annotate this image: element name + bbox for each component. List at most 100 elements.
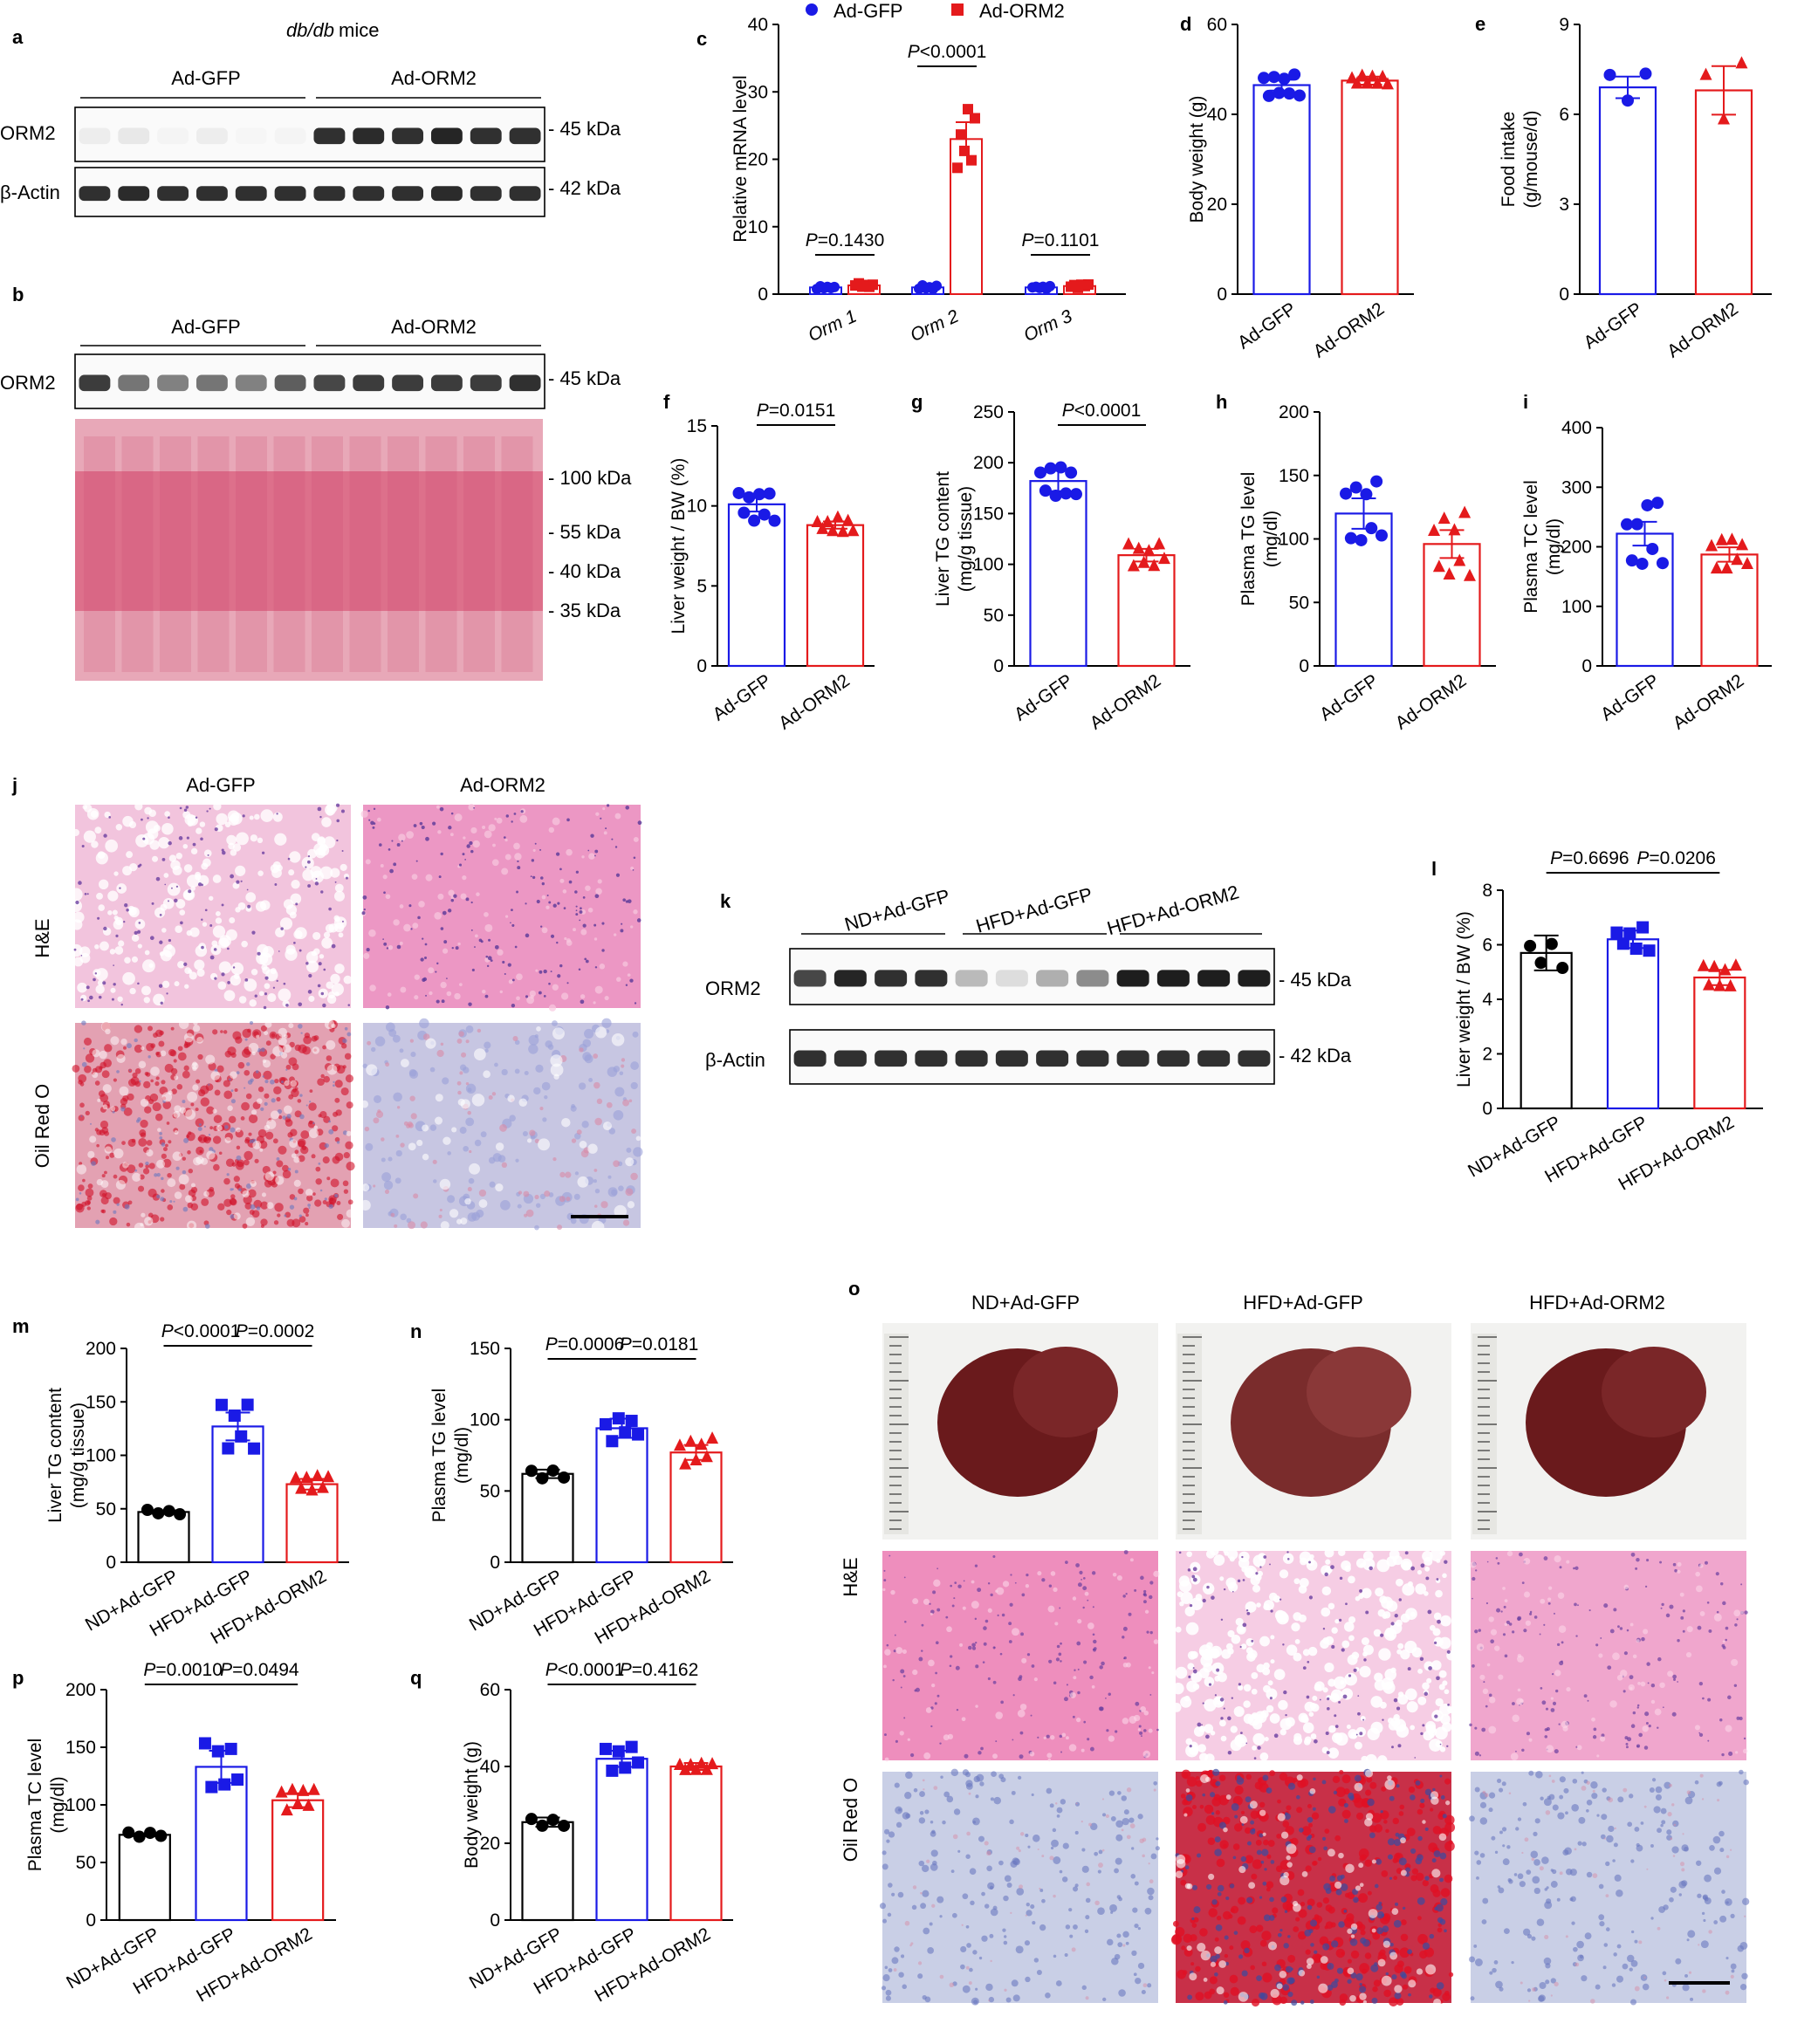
data-point [1713, 978, 1726, 991]
tissue-texture [1300, 2000, 1305, 2005]
tissue-texture [1364, 1818, 1373, 1827]
tissue-texture [197, 882, 202, 887]
tissue-texture [975, 1794, 979, 1799]
tissue-texture [1539, 1866, 1544, 1871]
data-point [1453, 553, 1466, 566]
protein-band [1116, 1050, 1149, 1067]
tissue-texture [923, 1788, 925, 1791]
tissue-texture [208, 1062, 216, 1071]
tissue-texture [261, 1192, 266, 1197]
tissue-texture [1014, 1581, 1017, 1584]
tissue-texture [1629, 1622, 1634, 1627]
tissue-texture [472, 840, 480, 848]
tissue-texture [276, 1096, 281, 1102]
protein-band [274, 186, 306, 202]
tissue-texture [902, 1675, 906, 1677]
tissue-texture [172, 1151, 182, 1162]
tissue-texture [90, 810, 99, 819]
tissue-texture [1020, 1632, 1024, 1636]
tissue-texture [987, 1582, 991, 1585]
ponceau-lane [121, 436, 154, 672]
tissue-texture [461, 1052, 467, 1058]
tissue-texture [969, 1967, 973, 1972]
tissue-texture [1671, 1803, 1675, 1807]
tissue-texture [1598, 1653, 1603, 1658]
tissue-texture [1286, 1855, 1291, 1861]
tissue-texture [1550, 1881, 1558, 1888]
tissue-texture [622, 898, 626, 902]
tissue-texture [207, 854, 209, 856]
tissue-texture [1605, 1861, 1610, 1867]
tissue-texture [257, 1128, 267, 1138]
tissue-texture [113, 919, 124, 930]
tissue-texture [991, 1771, 997, 1778]
tissue-texture [1649, 1787, 1655, 1794]
tissue-texture [1033, 1958, 1039, 1963]
bar [727, 503, 786, 668]
tissue-texture [1204, 1776, 1211, 1782]
tissue-texture [251, 930, 256, 935]
blot-frame [789, 948, 1275, 1005]
tissue-texture [519, 814, 528, 823]
tissue-texture [1586, 1871, 1593, 1878]
tissue-texture [1444, 1689, 1450, 1695]
tissue-texture [1108, 1692, 1111, 1696]
tissue-texture [440, 852, 443, 856]
tissue-texture [1046, 1734, 1050, 1739]
tissue-texture [363, 908, 366, 911]
tissue-texture [1602, 1965, 1607, 1970]
data-point [1371, 76, 1384, 89]
tissue-texture [1436, 1982, 1444, 1990]
tissue-texture [1187, 1568, 1191, 1572]
data-point [625, 1740, 638, 1753]
tissue-texture [912, 1669, 918, 1676]
tissue-texture [141, 1046, 145, 1051]
tissue-texture [1719, 1848, 1725, 1853]
tissue-texture [933, 1579, 941, 1588]
tissue-texture [504, 972, 506, 976]
tissue-texture [144, 1106, 152, 1114]
tissue-texture [1210, 1730, 1216, 1736]
tissue-texture [1258, 1553, 1266, 1561]
tissue-texture [1272, 1907, 1279, 1914]
tissue-texture [321, 817, 332, 827]
tissue-texture [1227, 1629, 1235, 1637]
tissue-texture [1357, 1695, 1360, 1697]
tissue-texture [528, 1044, 539, 1054]
tissue-texture [1427, 1609, 1432, 1615]
tissue-texture [1066, 1684, 1068, 1686]
tissue-texture [328, 1204, 333, 1210]
tissue-texture [103, 833, 107, 838]
data-point [1039, 484, 1052, 497]
tissue-texture [434, 1116, 443, 1125]
tissue-texture [1393, 1876, 1398, 1881]
tissue-texture [606, 1101, 613, 1108]
tissue-texture [1655, 1786, 1663, 1794]
tissue-texture [1517, 1688, 1521, 1692]
tissue-texture [1598, 1883, 1604, 1890]
tissue-texture [106, 1156, 109, 1160]
protein-band [313, 186, 346, 202]
tissue-texture [620, 929, 624, 933]
tissue-texture [1341, 1688, 1354, 1700]
tissue-texture [1368, 1909, 1378, 1918]
tissue-texture [895, 1647, 903, 1654]
tissue-texture [1376, 1903, 1382, 1910]
tissue-texture [1059, 1734, 1063, 1739]
tissue-texture [174, 898, 178, 903]
tissue-texture [1238, 1684, 1244, 1691]
tissue-texture [196, 1079, 201, 1084]
protein-band [793, 970, 827, 987]
ponceau-lane [501, 436, 533, 672]
tissue-texture [95, 984, 105, 994]
tissue-texture [262, 966, 271, 975]
molecular-weight-label: - 35 kDa [548, 600, 621, 621]
protein-band [196, 186, 228, 202]
tissue-texture [1223, 1588, 1226, 1591]
tissue-texture [1508, 1622, 1513, 1626]
tissue-texture [146, 1149, 154, 1157]
tissue-texture [312, 1192, 316, 1196]
tissue-texture [904, 1920, 910, 1926]
tissue-texture [182, 1156, 187, 1161]
